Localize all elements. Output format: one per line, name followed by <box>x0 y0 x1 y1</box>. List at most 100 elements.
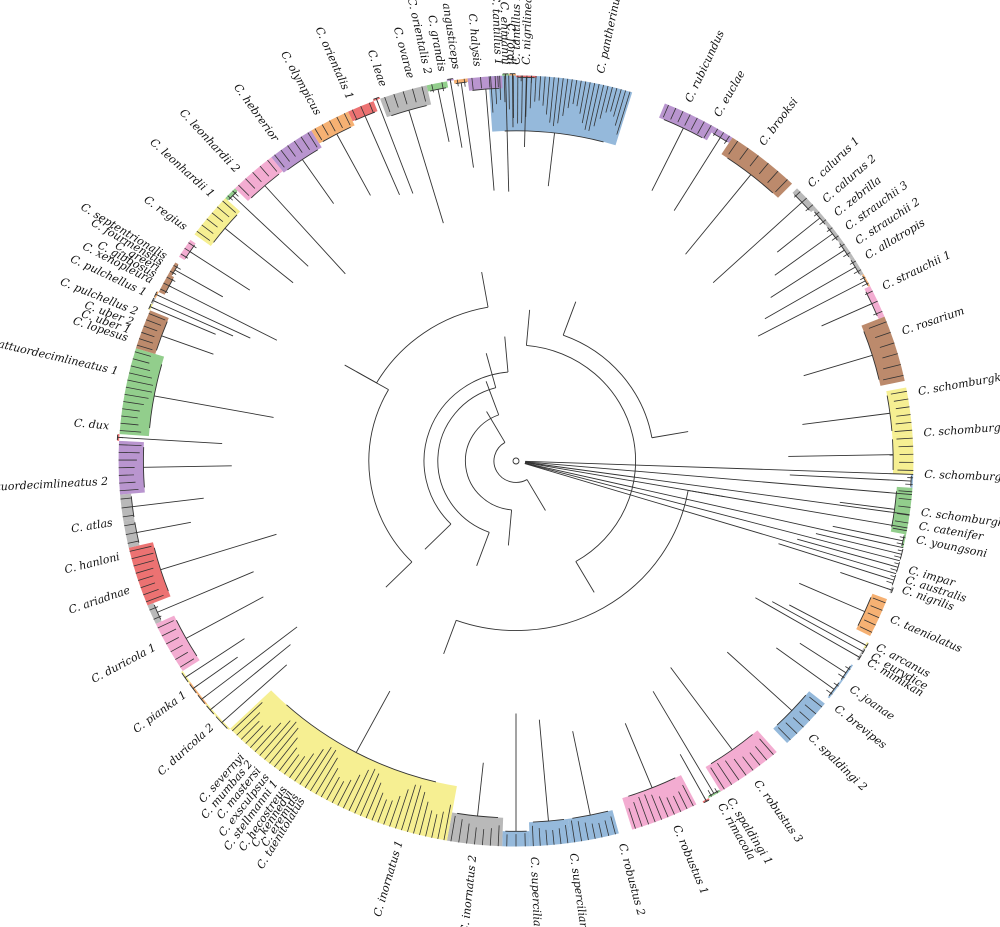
clade-stem <box>679 754 707 802</box>
tip-branch <box>896 513 910 516</box>
tip-branch <box>488 76 491 88</box>
clade-wedge-spaldingi2 <box>773 691 825 743</box>
taxon-label: C. regius <box>141 193 189 233</box>
tip-branch <box>384 97 391 113</box>
tip-branch <box>826 689 833 695</box>
clade-wedge-strauchii3 <box>838 239 854 259</box>
tip-branch <box>466 823 470 844</box>
clade-stem <box>143 465 232 468</box>
clade-stem <box>572 731 591 816</box>
tip-branch <box>805 204 814 212</box>
clade-wedge-orientalis2 <box>426 81 449 92</box>
tip-branch <box>572 79 578 105</box>
tip-branch <box>845 666 851 670</box>
clade-stem <box>437 89 450 142</box>
clade-wedge-strauchii2 <box>849 256 864 276</box>
clade-wedge-robustus3 <box>705 730 777 792</box>
tip-branch <box>360 773 380 816</box>
taxon-label: C. robustus 2 <box>616 842 648 917</box>
tip-branch <box>124 393 149 399</box>
clade-node-arc <box>703 799 710 804</box>
tip-branch <box>146 319 162 326</box>
taxon-label: C. tantillus 1 <box>489 0 505 65</box>
clade-stem <box>155 293 251 339</box>
tip-branch <box>497 825 500 847</box>
backbone-arc <box>456 490 689 631</box>
tip-branch <box>861 282 869 287</box>
tip-branch <box>610 816 616 835</box>
taxon-label: C. quattuordecimlineatus 2 <box>0 475 108 496</box>
tip-branch <box>138 338 154 344</box>
tip-branch <box>525 75 528 117</box>
tip-branch <box>579 81 587 114</box>
tip-branch <box>894 562 900 565</box>
clade-stem <box>624 723 653 789</box>
tip-branch <box>160 288 169 294</box>
clade-stem <box>184 638 245 678</box>
clade-node-arc <box>727 157 774 194</box>
clade-stem <box>189 251 251 291</box>
tip-branch <box>552 77 560 127</box>
tip-branch <box>863 619 876 626</box>
clade-wedge-leonhardii1 <box>225 188 238 201</box>
clade-wedge-duricola1 <box>128 542 171 606</box>
tip-branch <box>896 437 913 440</box>
tip-branch <box>677 111 684 123</box>
tip-branch <box>395 789 409 829</box>
clade-wedge-joanae <box>840 664 854 683</box>
tip-branch <box>401 784 416 831</box>
taxon-label: C. euclae <box>711 68 748 120</box>
tip-branch <box>287 145 296 157</box>
tip-branch <box>895 406 910 410</box>
clade-wedge-hebrerior <box>271 130 322 173</box>
tip-branch <box>785 722 798 734</box>
backbone-arc <box>423 371 509 525</box>
clade-stem <box>726 651 793 711</box>
long-branch <box>525 461 912 496</box>
clade-node-arc <box>154 291 158 297</box>
clade-stem <box>505 73 510 192</box>
taxon-label: C. rubicundus <box>682 28 727 105</box>
clade-stem <box>799 582 865 613</box>
tip-branch <box>393 94 399 108</box>
tip-branch <box>131 552 154 560</box>
tip-branch <box>437 811 444 840</box>
tip-branch <box>545 76 551 115</box>
tip-branch <box>280 149 290 162</box>
tip-branch <box>118 444 142 446</box>
backbone-arc <box>563 334 653 438</box>
tip-branch <box>542 76 546 106</box>
tip-branch <box>890 568 898 571</box>
tip-branch <box>180 253 189 259</box>
clade-stem <box>168 285 278 341</box>
taxon-label: C. superciliaris 1 <box>528 857 545 927</box>
tip-branch <box>809 696 823 708</box>
tip-branch <box>499 75 502 100</box>
taxon-label: C. leae <box>365 48 390 89</box>
tip-branch <box>122 514 134 518</box>
taxon-label: C. pianka 1 <box>130 688 189 736</box>
tip-branch <box>250 725 272 748</box>
clade-stem <box>547 132 555 187</box>
clade-wedge-quattuor1 <box>135 310 169 355</box>
tip-branch <box>644 794 656 823</box>
clade-stem <box>192 656 238 690</box>
tip-branch <box>143 325 158 332</box>
tip-branch <box>377 799 387 823</box>
tip-branch <box>351 109 358 120</box>
clade-stem <box>460 82 474 168</box>
clade-node-arc <box>429 87 447 92</box>
clade-node-arc <box>814 211 826 225</box>
tip-branch <box>157 620 174 629</box>
tip-branch <box>310 749 337 792</box>
clade-node-arc <box>206 705 215 715</box>
backbone-connector <box>485 353 497 388</box>
clade-stem <box>524 77 527 147</box>
tip-branch <box>269 727 299 764</box>
clade-wedge-halysis <box>467 75 503 91</box>
clade-wedge-zebrilla <box>826 223 842 242</box>
clade-stem <box>764 266 856 320</box>
tip-branch <box>799 711 811 721</box>
tip-lines <box>118 75 914 847</box>
